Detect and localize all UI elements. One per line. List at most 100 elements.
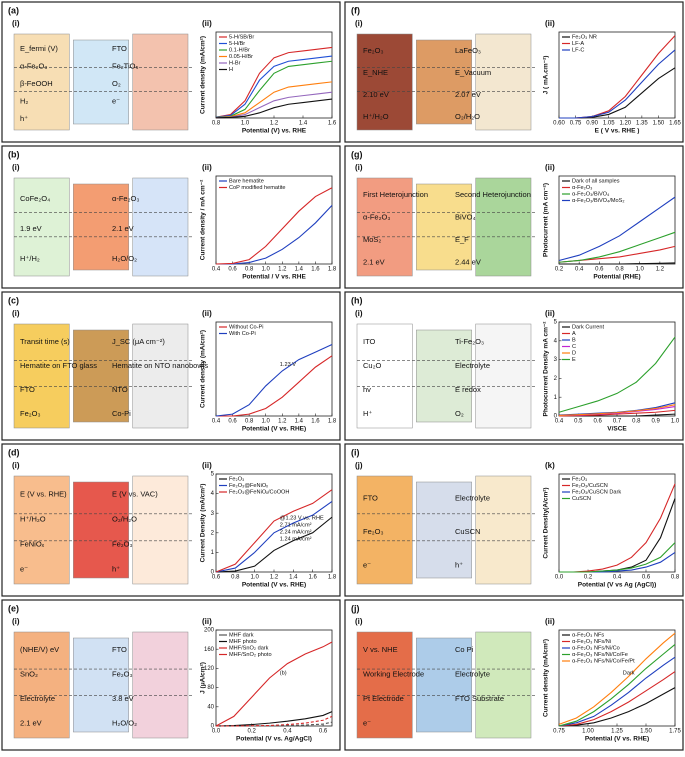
x-tick-label: 1.00	[582, 729, 594, 735]
schematic-text: FTO Substrate	[455, 694, 504, 703]
schematic-text: Transit time (s)	[20, 337, 70, 346]
x-axis-label: Potential (RHE)	[593, 274, 640, 281]
schematic-layer	[13, 33, 70, 131]
schematic-text: E (V vs. RHE)	[20, 489, 67, 498]
x-tick-label: 1.35	[636, 121, 648, 127]
legend-label: Dark Current	[572, 324, 604, 330]
x-tick-label: 0.6	[595, 267, 604, 273]
schematic-text: FeNiOₓ	[20, 539, 45, 548]
y-tick-label: 120	[204, 666, 215, 672]
y-tick-label: 5	[211, 472, 215, 478]
plot-area	[558, 321, 676, 417]
y-axis-label: Current density (mA/cm²)	[200, 36, 207, 114]
schematic-text: CuSCN	[455, 527, 480, 536]
x-tick-label: 0.75	[570, 121, 582, 127]
schematic-text: Ti-Fe₂O₃	[455, 337, 484, 346]
legend-label: H-Br	[229, 60, 241, 66]
x-tick-label: 1.0	[262, 419, 271, 425]
x-tick-label: 0.90	[586, 121, 598, 127]
subpanel-label: (j)	[355, 461, 363, 470]
legend-label: D	[572, 350, 576, 356]
x-tick-label: 1.6	[311, 419, 320, 425]
plot-area	[215, 31, 333, 119]
x-axis-label: Potential (V vs. Ag/AgCl)	[236, 736, 312, 743]
series-line	[215, 711, 333, 727]
x-tick-label: 1.6	[308, 575, 317, 581]
schematic-layer	[356, 475, 413, 585]
schematic-text: H⁺/H₂	[20, 254, 40, 263]
panel-label: (g)	[351, 149, 363, 159]
subpanel-label: (ii)	[202, 617, 212, 626]
schematic-text: Hematite on NTO nanobowls	[112, 361, 208, 370]
schematic-text: e⁻	[20, 564, 28, 573]
schematic-text: α-Fe₂O₃	[20, 61, 47, 70]
schematic-layer	[73, 183, 129, 271]
y-tick-label: 1	[211, 550, 215, 556]
x-tick-label: 1.0	[671, 419, 680, 425]
x-tick-label: 1.05	[603, 121, 615, 127]
y-axis-label: J ( mA.cm⁻²)	[543, 56, 550, 95]
schematic-text: LaFeO₃	[455, 46, 481, 55]
x-tick-label: 0.60	[553, 121, 565, 127]
schematic-text: 1.9 eV	[20, 224, 42, 233]
schematic-layer	[73, 329, 129, 423]
schematic-layer	[475, 177, 532, 277]
x-tick-label: 0.6	[642, 575, 651, 581]
schematic-text: 2.10 eV	[363, 90, 389, 99]
legend-label: α-Fe₂O₃ NFs/Ni/Co/Fe/Pt	[572, 658, 635, 664]
schematic-text: H⁺	[363, 409, 372, 418]
legend-label: LF-C	[572, 47, 584, 53]
x-tick-label: 1.75	[669, 729, 681, 735]
legend-label: MHF/SnO₂ dark	[229, 645, 269, 651]
schematic-text: h⁺	[20, 114, 28, 123]
x-tick-label: 0.8	[212, 121, 221, 127]
y-tick-label: 2	[554, 376, 558, 382]
series-line	[215, 641, 333, 727]
y-tick-label: 160	[204, 647, 215, 653]
schematic-text: ITO	[363, 337, 376, 346]
x-tick-label: 1.2	[278, 267, 287, 273]
subpanel-label: (i)	[12, 461, 20, 470]
x-axis-label: Potential (V) vs. RHE	[242, 128, 307, 135]
schematic-text: FTO	[20, 385, 35, 394]
legend-label: Fe₂O₃ NR	[572, 34, 597, 40]
x-tick-label: 1.2	[270, 121, 279, 127]
y-axis-label: Photocurrent (mA cm⁻²)	[543, 183, 550, 257]
series-line	[558, 632, 676, 725]
series-line	[215, 55, 333, 118]
panel-label: (h)	[351, 295, 363, 305]
annotation: Dark	[623, 671, 635, 677]
schematic-layer	[13, 475, 70, 585]
schematic-text: E_Vacuum	[455, 68, 491, 77]
x-tick-label: 1.8	[328, 267, 337, 273]
schematic-text: E_NHE	[363, 68, 388, 77]
legend-label: Fe₂O₃@FeNiOₓ	[229, 483, 268, 489]
panel-label: (f)	[351, 5, 360, 15]
y-axis-label: Current Density (mA/cm²)	[200, 484, 207, 563]
x-tick-label: 0.0	[555, 575, 564, 581]
schematic-layer	[13, 177, 70, 277]
subpanel-label: (i)	[355, 617, 363, 626]
schematic-text: α-Fe₂O₃	[363, 213, 390, 222]
x-axis-label: Potential (V vs Ag (AgCl))	[578, 582, 656, 589]
y-tick-label: 1	[554, 395, 558, 401]
schematic-text: hv	[363, 385, 371, 394]
schematic-text: e⁻	[112, 97, 120, 106]
panel-label: (a)	[8, 5, 19, 15]
subpanel-label: (i)	[12, 309, 20, 318]
legend-label: E	[572, 357, 576, 363]
schematic-layer	[356, 33, 413, 131]
schematic-text: Hematite on FTO glass	[20, 361, 97, 370]
subpanel-label: (ii)	[545, 617, 555, 626]
x-tick-label: 1.8	[328, 419, 337, 425]
schematic-layer	[416, 481, 472, 579]
annotation: (b)	[280, 671, 287, 677]
x-tick-label: 0.7	[613, 419, 622, 425]
annotation: 2.71 mA/cm²	[280, 523, 312, 529]
legend-label: α-Fe₂O₃/BiVO₄/MoS₂	[572, 198, 625, 204]
x-tick-label: 0.2	[584, 575, 593, 581]
legend-label: Dark of all samples	[572, 178, 620, 184]
x-tick-label: 1.2	[656, 267, 665, 273]
x-tick-label: 1.25	[611, 729, 623, 735]
legend-label: H	[229, 67, 233, 73]
